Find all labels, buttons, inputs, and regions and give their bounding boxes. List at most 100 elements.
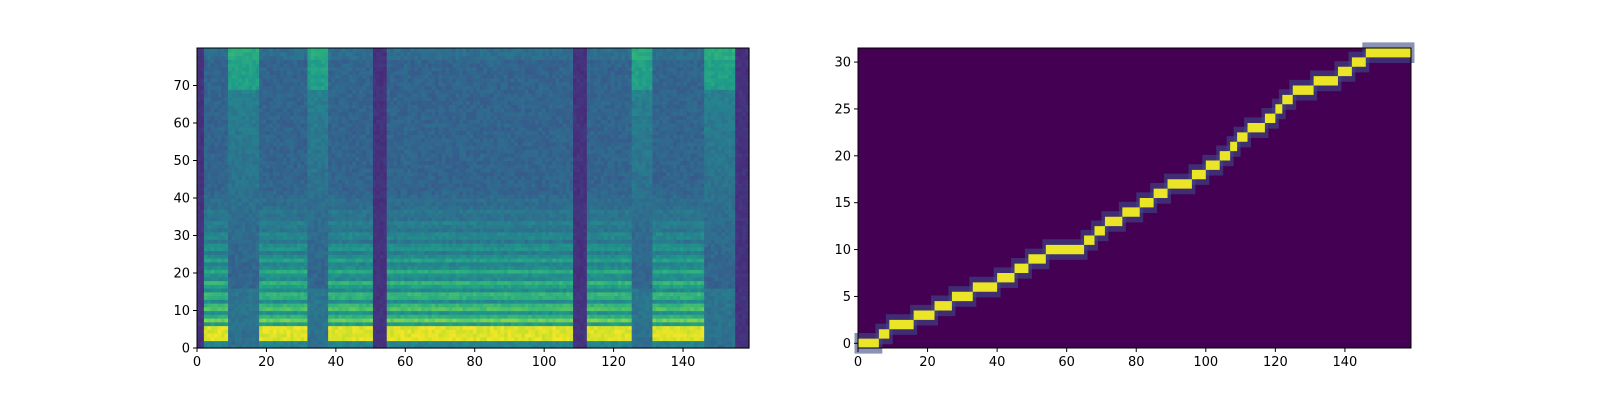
heatmap-cell — [714, 321, 719, 327]
heatmap-cell — [569, 318, 574, 323]
heatmap-cell — [524, 318, 529, 323]
heatmap-cell — [638, 329, 643, 334]
heatmap-cell — [438, 280, 443, 285]
heatmap-cell — [742, 291, 747, 297]
heatmap-cell — [269, 336, 274, 342]
heatmap-cell — [514, 288, 519, 293]
heatmap-cell — [621, 280, 626, 285]
heatmap-cell — [248, 291, 253, 297]
heatmap-cell — [372, 231, 377, 237]
heatmap-cell — [245, 325, 250, 330]
heatmap-cell — [228, 295, 233, 300]
heatmap-cell — [317, 325, 322, 330]
heatmap-cell — [552, 273, 557, 278]
heatmap-cell — [214, 295, 219, 300]
heatmap-cell — [476, 246, 481, 252]
heatmap-cell — [521, 291, 526, 297]
heatmap-cell — [569, 284, 574, 289]
heatmap-cell — [645, 303, 650, 308]
heatmap-cell — [579, 265, 584, 270]
heatmap-cell — [548, 344, 553, 349]
heatmap-cell — [614, 303, 619, 308]
heatmap-cell — [338, 325, 343, 330]
heatmap-cell — [604, 280, 609, 285]
heatmap-cell — [404, 318, 409, 323]
heatmap-cell — [393, 288, 398, 293]
heatmap-cell — [435, 246, 440, 252]
heatmap-cell — [207, 284, 212, 289]
heatmap-cell — [255, 265, 260, 270]
heatmap-cell — [424, 269, 429, 274]
heatmap-cell — [659, 295, 664, 300]
heatmap-cell — [266, 303, 271, 308]
heatmap-cell — [404, 231, 409, 237]
heatmap-cell — [245, 321, 250, 327]
heatmap-cell — [407, 318, 412, 323]
heatmap-cell — [283, 243, 288, 248]
heatmap-cell — [735, 291, 740, 297]
heatmap-cell — [348, 258, 353, 263]
heatmap-cell — [538, 314, 543, 319]
heatmap-cell — [669, 235, 674, 240]
heatmap-cell — [648, 254, 653, 259]
heatmap-cell — [228, 329, 233, 334]
heatmap-cell — [521, 314, 526, 319]
heatmap-cell — [473, 246, 478, 252]
heatmap-cell — [645, 235, 650, 240]
heatmap-cell — [645, 269, 650, 274]
heatmap-cell — [359, 254, 364, 259]
heatmap-cell — [731, 269, 736, 274]
heatmap-cell — [314, 235, 319, 240]
heatmap-cell — [724, 299, 729, 304]
heatmap-cell — [345, 291, 350, 297]
heatmap-cell — [676, 314, 681, 319]
heatmap-cell — [735, 336, 740, 342]
heatmap-cell — [731, 291, 736, 297]
heatmap-cell — [355, 310, 360, 315]
heatmap-cell — [642, 288, 647, 293]
heatmap-cell — [393, 265, 398, 270]
heatmap-cell — [642, 258, 647, 263]
heatmap-cell — [200, 269, 205, 274]
heatmap-cell — [707, 273, 712, 278]
heatmap-cell — [283, 273, 288, 278]
heatmap-cell — [604, 336, 609, 342]
heatmap-cell — [593, 295, 598, 300]
heatmap-cell — [638, 265, 643, 270]
heatmap-cell — [386, 314, 391, 319]
heatmap-cell — [279, 318, 284, 323]
heatmap-cell — [328, 243, 333, 248]
heatmap-cell — [341, 333, 346, 338]
heatmap-cell — [272, 336, 277, 342]
heatmap-cell — [307, 291, 312, 297]
heatmap-cell — [303, 303, 308, 308]
heatmap-cell — [590, 254, 595, 259]
heatmap-cell — [738, 243, 743, 248]
heatmap-cell — [324, 321, 329, 327]
heatmap-cell — [617, 306, 622, 312]
heatmap-cell — [497, 273, 502, 278]
heatmap-cell — [452, 333, 457, 338]
heatmap-cell — [655, 258, 660, 263]
heatmap-cell — [545, 265, 550, 270]
heatmap-cell — [221, 273, 226, 278]
heatmap-cell — [635, 284, 640, 289]
heatmap-cell — [669, 258, 674, 263]
heatmap-cell — [562, 250, 567, 255]
heatmap-cell — [514, 235, 519, 240]
heatmap-cell — [552, 321, 557, 327]
heatmap-cell — [452, 306, 457, 312]
heatmap-cell — [600, 299, 605, 304]
heatmap-cell — [397, 280, 402, 285]
heatmap-cell — [317, 231, 322, 237]
heatmap-cell — [210, 284, 215, 289]
heatmap-cell — [431, 239, 436, 244]
heatmap-cell — [317, 295, 322, 300]
heatmap-cell — [611, 288, 616, 293]
heatmap-cell — [652, 269, 657, 274]
heatmap-cell — [414, 318, 419, 323]
heatmap-cell — [324, 306, 329, 312]
heatmap-cell — [369, 250, 374, 255]
heatmap-cell — [366, 314, 371, 319]
heatmap-cell — [666, 258, 671, 263]
